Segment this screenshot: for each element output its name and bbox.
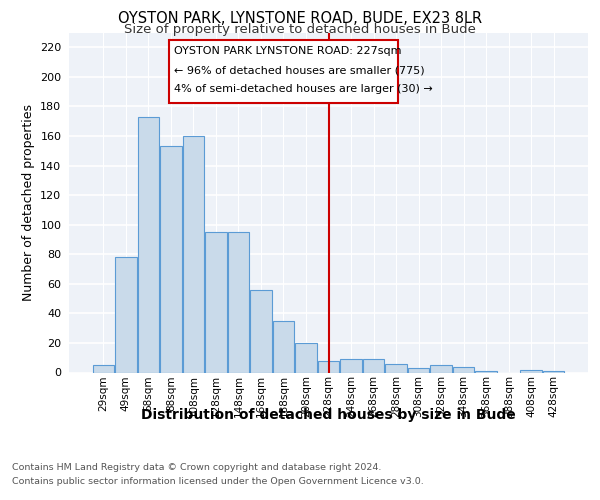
Bar xyxy=(453,366,475,372)
Bar xyxy=(340,359,362,372)
Bar xyxy=(408,368,429,372)
Text: OYSTON PARK LYNSTONE ROAD: 227sqm: OYSTON PARK LYNSTONE ROAD: 227sqm xyxy=(174,46,402,56)
Bar xyxy=(318,360,339,372)
Bar xyxy=(205,232,227,372)
Bar xyxy=(475,371,497,372)
Text: Size of property relative to detached houses in Bude: Size of property relative to detached ho… xyxy=(124,22,476,36)
Text: Distribution of detached houses by size in Bude: Distribution of detached houses by size … xyxy=(142,408,516,422)
Bar xyxy=(182,136,204,372)
Bar xyxy=(160,146,182,372)
Text: Contains HM Land Registry data © Crown copyright and database right 2024.: Contains HM Land Registry data © Crown c… xyxy=(12,462,382,471)
Text: Contains public sector information licensed under the Open Government Licence v3: Contains public sector information licen… xyxy=(12,478,424,486)
Bar xyxy=(385,364,407,372)
Bar xyxy=(430,365,452,372)
FancyBboxPatch shape xyxy=(169,40,398,104)
Bar xyxy=(92,365,114,372)
Text: ← 96% of detached houses are smaller (775): ← 96% of detached houses are smaller (77… xyxy=(174,65,425,75)
Bar xyxy=(295,343,317,372)
Y-axis label: Number of detached properties: Number of detached properties xyxy=(22,104,35,301)
Bar xyxy=(273,321,294,372)
Text: OYSTON PARK, LYNSTONE ROAD, BUDE, EX23 8LR: OYSTON PARK, LYNSTONE ROAD, BUDE, EX23 8… xyxy=(118,11,482,26)
Bar xyxy=(363,359,384,372)
Bar xyxy=(137,117,159,372)
Bar xyxy=(520,370,542,372)
Text: 4% of semi-detached houses are larger (30) →: 4% of semi-detached houses are larger (3… xyxy=(174,84,433,94)
Bar xyxy=(543,371,565,372)
Bar xyxy=(115,257,137,372)
Bar xyxy=(250,290,272,372)
Bar xyxy=(228,232,249,372)
